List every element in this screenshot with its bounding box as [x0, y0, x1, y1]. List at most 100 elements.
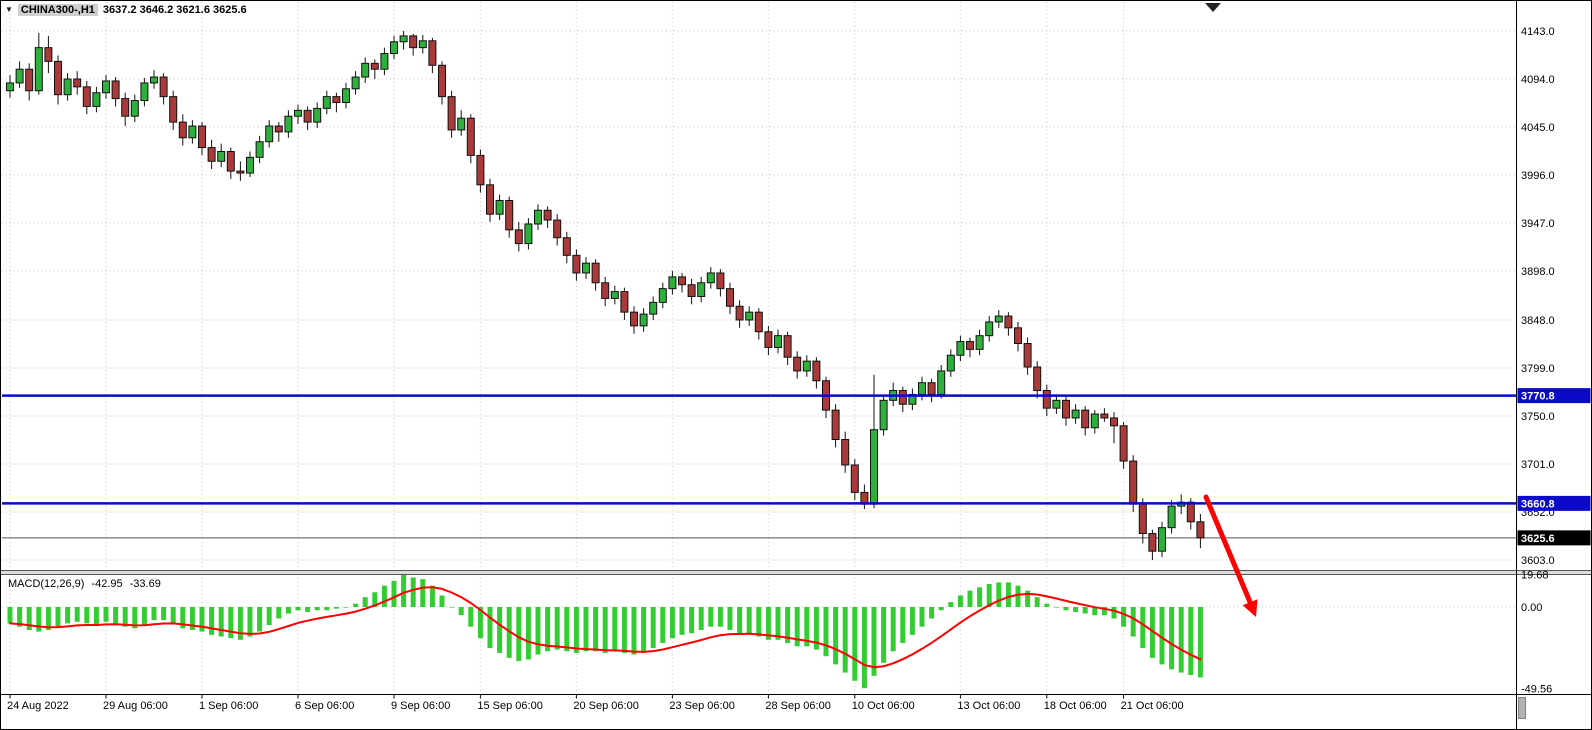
symbol-marker-icon[interactable]: ▼	[5, 5, 13, 14]
candle-bullish	[649, 301, 658, 315]
candle-bearish	[1138, 503, 1147, 535]
candle-bearish	[601, 282, 610, 299]
macd-histogram-bar	[1073, 607, 1079, 612]
macd-histogram-bar	[36, 607, 42, 632]
time-axis-label: 9 Sep 06:00	[391, 700, 450, 712]
candle-bearish	[169, 96, 178, 123]
macd-histogram-bar	[1159, 607, 1165, 665]
candle-bullish	[1071, 409, 1080, 419]
candle-bullish	[246, 156, 254, 174]
candle-bearish	[236, 170, 245, 174]
candle-bearish	[332, 96, 341, 104]
candle-bearish	[678, 276, 686, 286]
current-price-tag-text: 3625.6	[1521, 533, 1555, 545]
macd-histogram-bar	[1140, 607, 1146, 648]
panel-splitter[interactable]	[0, 570, 1592, 575]
candle-bearish	[1042, 390, 1051, 409]
macd-histogram-bar	[151, 607, 157, 621]
trend-arrow-shaft[interactable]	[1203, 494, 1253, 605]
candle-bearish	[428, 40, 437, 66]
macd-histogram-bar	[1053, 607, 1059, 608]
macd-histogram-bar	[765, 607, 771, 640]
macd-histogram-bar	[986, 584, 992, 607]
candle-bearish	[620, 291, 629, 313]
macd-histogram-bar	[775, 607, 781, 640]
candle-bearish	[505, 199, 514, 231]
trend-arrow-head[interactable]	[1242, 599, 1258, 617]
macd-histogram-bar	[516, 607, 522, 662]
price-axis-label: 3799.0	[1521, 363, 1555, 375]
price-axis-label: 3898.0	[1521, 266, 1555, 278]
macd-histogram-bar	[103, 607, 109, 622]
candle-bearish	[927, 382, 936, 395]
time-axis-label: 13 Oct 06:00	[957, 700, 1020, 712]
candle-bearish	[1004, 315, 1013, 329]
candle-bullish	[92, 92, 101, 107]
candle-bearish	[1119, 425, 1128, 462]
candle-bullish	[1052, 399, 1061, 409]
macd-histogram-bar	[362, 597, 368, 607]
price-axis-label: 3947.0	[1521, 218, 1555, 230]
macd-histogram-bar	[343, 607, 349, 608]
macd-histogram-bar	[122, 607, 128, 627]
candle-bullish	[313, 107, 322, 123]
candle-bullish	[937, 370, 946, 395]
candle-bearish	[409, 35, 418, 49]
candle-bearish	[841, 439, 850, 466]
macd-histogram-bar	[583, 607, 589, 652]
candle-bullish	[399, 35, 408, 43]
macd-histogram-bar	[65, 607, 71, 624]
candle-bullish	[361, 62, 370, 78]
candle-bullish	[495, 199, 504, 215]
candle-bearish	[754, 311, 763, 333]
time-axis-label: 15 Sep 06:00	[477, 700, 542, 712]
macd-histogram-bar	[55, 607, 61, 627]
symbol-timeframe-label[interactable]: CHINA300-,H1	[17, 4, 98, 16]
macd-histogram-bar	[919, 607, 925, 627]
macd-histogram-bar	[737, 607, 743, 634]
macd-histogram-bar	[372, 592, 378, 607]
candle-bearish	[121, 98, 130, 117]
macd-histogram-bar	[429, 585, 435, 607]
macd-histogram-bar	[833, 607, 839, 665]
candle-bullish	[918, 382, 926, 395]
candle-bullish	[774, 335, 782, 348]
time-axis-label: 28 Sep 06:00	[765, 700, 830, 712]
candle-bearish	[447, 96, 456, 131]
current-price-tag	[1517, 530, 1591, 546]
macd-histogram-bar	[17, 607, 23, 627]
macd-histogram-bar	[871, 607, 877, 676]
macd-histogram-bar	[1063, 607, 1069, 611]
macd-histogram-bar	[1101, 607, 1107, 616]
price-level-tag-text: 3660.8	[1521, 498, 1555, 510]
candle-bearish	[831, 409, 840, 441]
macd-histogram-bar	[1044, 603, 1050, 607]
candle-bullish	[265, 125, 274, 143]
macd-histogram-bar	[314, 607, 320, 611]
scrollbar-thumb[interactable]	[1518, 697, 1526, 719]
candle-bearish	[178, 121, 187, 139]
macd-histogram-bar	[180, 607, 186, 629]
macd-histogram-bar	[324, 607, 330, 611]
macd-histogram-bar	[890, 607, 896, 652]
chart-shift-marker-icon[interactable]	[1205, 3, 1221, 12]
macd-histogram-bar	[257, 607, 263, 632]
macd-histogram-bar	[1025, 590, 1031, 607]
time-axis-label: 1 Sep 06:00	[199, 700, 258, 712]
candle-bullish	[457, 117, 466, 131]
macd-histogram-bar	[218, 607, 224, 637]
macd-signal-value: -33.69	[129, 578, 161, 590]
macd-histogram-bar	[1178, 607, 1184, 673]
macd-histogram-bar	[823, 607, 829, 657]
candle-bullish	[668, 276, 677, 290]
macd-histogram-bar	[1149, 607, 1155, 658]
macd-histogram-bar	[669, 607, 675, 639]
candle-bullish	[582, 262, 590, 274]
candle-bearish	[486, 184, 494, 215]
macd-histogram-bar	[679, 607, 685, 635]
candle-bullish	[870, 429, 878, 505]
candle-bullish	[610, 291, 619, 299]
ohlc-values: 3637.2 3646.2 3621.6 3625.6	[102, 4, 247, 16]
candle-bullish	[946, 354, 955, 372]
